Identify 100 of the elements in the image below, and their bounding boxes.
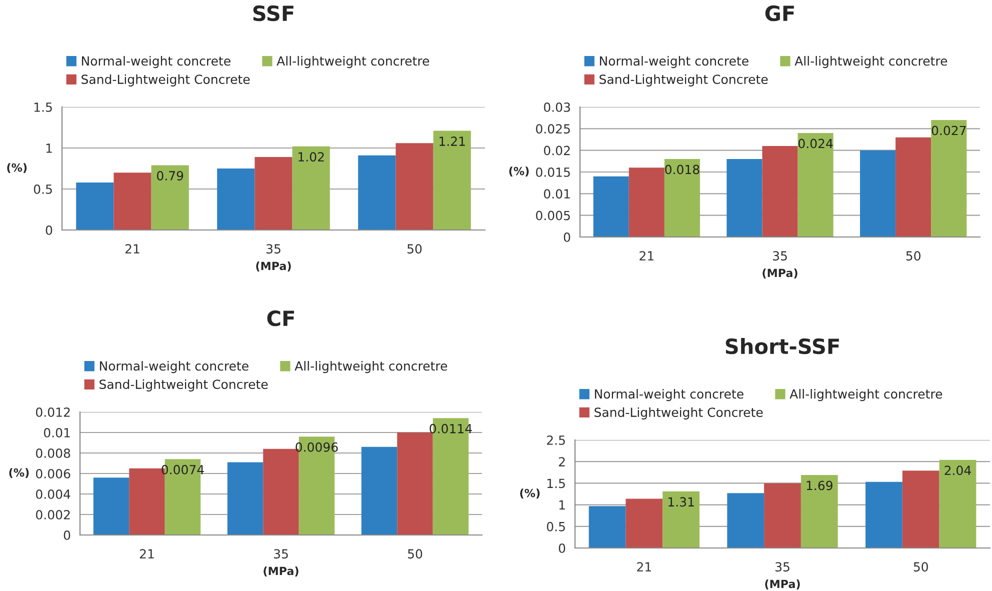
legend-label: Normal-weight concrete <box>100 361 248 374</box>
legend-label: Sand-Lightweight Concrete <box>100 379 268 392</box>
bar <box>114 172 152 230</box>
legend-label: Normal-weight concrete <box>82 56 230 68</box>
bar <box>151 165 189 230</box>
x-tick-label: 21 <box>640 251 654 260</box>
legend-label: All-lightweight concretre <box>794 56 948 68</box>
legend-label: Sand-Lightweight Concrete <box>594 407 763 420</box>
legend-label: All-lightweight concretre <box>276 56 430 68</box>
data-label: 0.024 <box>798 138 833 148</box>
bar <box>664 159 700 237</box>
x-tick-label: 35 <box>776 562 790 572</box>
x-axis-title: (MPa) <box>765 580 800 590</box>
y-tick-label: 0.01 <box>44 428 70 438</box>
data-label: 2.04 <box>944 466 971 476</box>
y-tick-label: 0 <box>46 225 52 235</box>
data-label: 0.018 <box>665 164 700 174</box>
bar <box>593 176 629 237</box>
chart-title: SSF <box>253 5 294 22</box>
bar <box>931 120 967 237</box>
x-tick-label: 50 <box>408 549 422 559</box>
y-tick-label: 2.5 <box>547 435 565 445</box>
bar <box>626 498 663 548</box>
y-tick-label: 0.006 <box>36 468 70 478</box>
y-tick-label: 0.025 <box>536 124 570 134</box>
y-tick-label: 0.008 <box>36 448 70 458</box>
legend-label: Sand-Lightweight Concrete <box>600 74 768 86</box>
data-label: 1.69 <box>806 480 832 490</box>
x-tick-label: 35 <box>274 549 288 559</box>
data-label: 1.21 <box>440 136 465 146</box>
bar <box>798 133 834 237</box>
bar <box>764 483 801 548</box>
bar <box>939 460 976 548</box>
y-tick-label: 0.015 <box>536 167 570 177</box>
y-tick-label: 0.005 <box>536 210 570 220</box>
y-tick-label: 0.012 <box>36 407 70 417</box>
y-axis-title: (%) <box>509 166 529 177</box>
y-tick-label: 0.03 <box>544 102 570 112</box>
y-tick-label: 0.5 <box>34 184 52 194</box>
bar <box>358 155 396 230</box>
legend-label: Normal-weight concrete <box>600 56 748 68</box>
y-tick-label: 0 <box>558 543 566 553</box>
y-tick-label: 0 <box>64 530 70 540</box>
y-tick-label: 0.002 <box>36 510 70 520</box>
x-tick-label: 21 <box>637 562 651 572</box>
x-tick-label: 21 <box>125 244 140 254</box>
y-tick-label: 0.004 <box>36 489 70 499</box>
bar <box>762 146 798 237</box>
x-tick-label: 21 <box>140 549 154 558</box>
bar <box>76 182 114 230</box>
x-tick-label: 50 <box>914 562 928 572</box>
y-tick-label: 2 <box>558 457 565 466</box>
bar <box>902 470 940 548</box>
bar <box>726 159 762 237</box>
bar <box>361 446 398 535</box>
bar <box>588 506 626 548</box>
y-tick-label: 0 <box>564 232 570 242</box>
legend-label: Sand-Lightweight Concrete <box>82 74 250 86</box>
bar <box>397 432 433 535</box>
y-tick-label: 1.5 <box>547 478 565 488</box>
x-axis-title: (MPa) <box>256 262 291 272</box>
y-tick-label: 1 <box>46 144 52 153</box>
y-axis-title: (%) <box>7 163 27 174</box>
y-tick-label: 1.5 <box>34 102 52 112</box>
x-tick-label: 35 <box>773 251 787 261</box>
data-label: 1.31 <box>668 497 694 507</box>
x-tick-label: 50 <box>906 251 920 261</box>
data-label: 1.02 <box>298 152 324 162</box>
x-axis-title: (MPa) <box>264 566 298 576</box>
legend-label: All-lightweight concretre <box>294 361 448 374</box>
bar <box>860 150 896 237</box>
bar <box>292 146 330 230</box>
bar <box>433 130 471 230</box>
bar <box>800 474 838 548</box>
bar <box>217 168 255 230</box>
bar <box>93 478 130 535</box>
bar <box>628 168 664 237</box>
y-tick-label: 0.02 <box>544 146 570 156</box>
x-tick-label: 35 <box>266 244 280 254</box>
bar <box>254 157 292 230</box>
x-axis-title: (MPa) <box>762 268 798 278</box>
chart-title: Short-SSF <box>726 338 839 354</box>
legend-label: Normal-weight concrete <box>594 389 744 402</box>
y-axis-title: (%) <box>9 468 29 478</box>
bar <box>727 493 764 548</box>
bar <box>396 143 434 230</box>
bar <box>896 137 932 237</box>
bar <box>662 491 700 548</box>
bar <box>866 482 902 548</box>
data-label: 0.79 <box>157 170 184 180</box>
y-tick-label: 0.5 <box>546 522 565 532</box>
bar <box>227 462 264 535</box>
chart-title: CF <box>267 310 294 326</box>
y-tick-label: 0.01 <box>544 189 570 199</box>
y-tick-label: 1 <box>559 500 565 510</box>
y-axis-title: (%) <box>520 488 540 499</box>
chart-title: GF <box>765 5 794 22</box>
x-tick-label: 50 <box>408 244 422 254</box>
legend-label: All-lightweight concretre <box>790 389 942 402</box>
data-label: 0.027 <box>932 126 966 136</box>
